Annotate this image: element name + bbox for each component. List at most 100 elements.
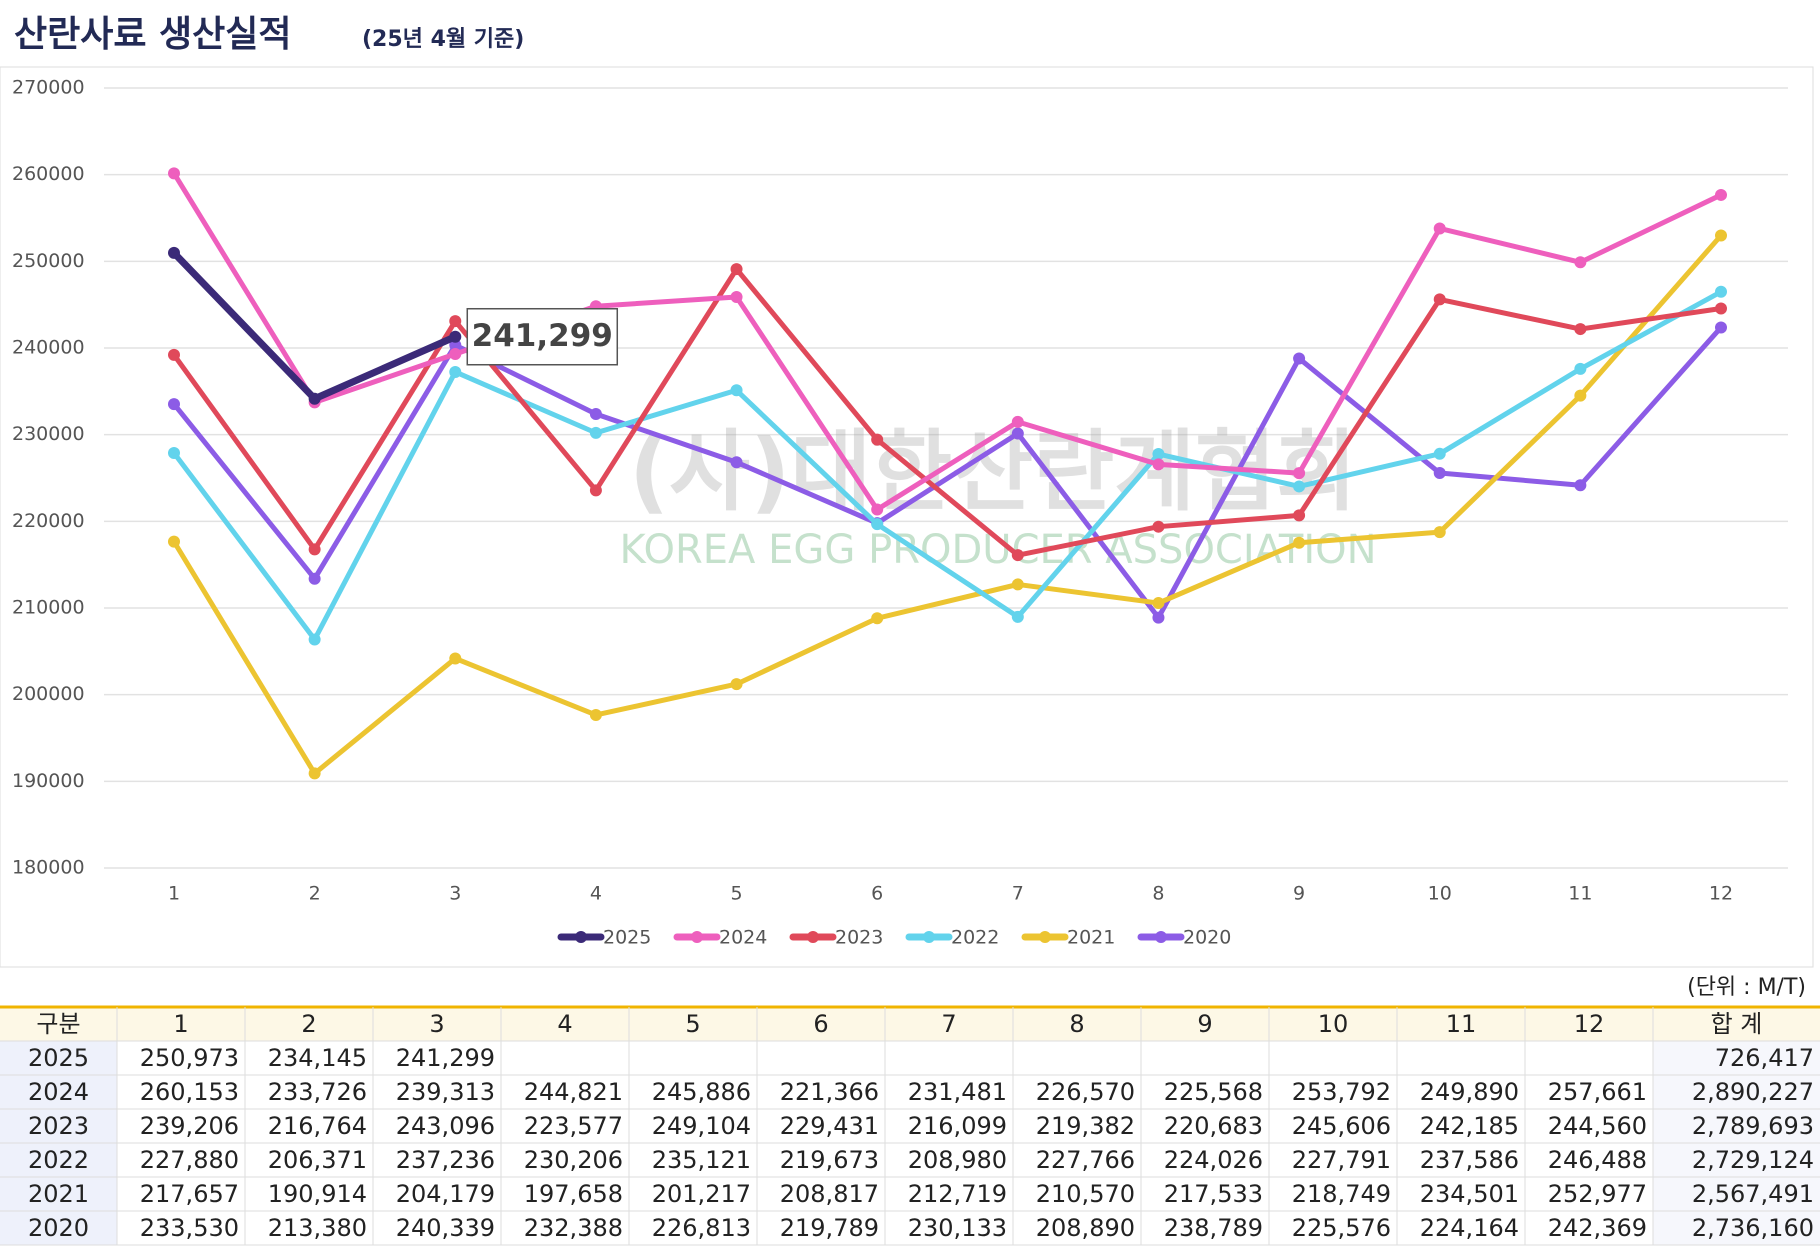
table-cell: 240,339 [396,1214,495,1242]
table-cell: 244,821 [524,1078,623,1106]
series-line [171,172,1723,512]
series-line [171,233,1723,776]
point [168,348,180,361]
header-bg [0,1007,1820,1041]
y-tick-label: 180000 [12,857,85,879]
table-cell: 233,726 [268,1078,367,1106]
legend-dot [1039,931,1051,943]
point [1433,222,1446,235]
table-cell: 2023 [28,1112,89,1140]
point [730,263,743,276]
table-cell: 219,673 [780,1146,879,1174]
table-header: 합 계 [1711,1010,1763,1038]
table-cell: 2022 [28,1146,89,1174]
point [1715,188,1727,201]
table-cell: 233,530 [140,1214,239,1242]
point [589,484,602,497]
table-cell: 213,380 [268,1214,367,1242]
table-cell: 227,791 [1292,1146,1391,1174]
table-cell: 2021 [28,1180,89,1208]
subtitle: (25년 4월 기준) [362,27,524,52]
point [449,365,462,378]
table-cell: 235,121 [652,1146,751,1174]
table-cell: 726,417 [1715,1044,1814,1072]
table-cell: 249,104 [652,1112,751,1140]
table-header: 11 [1446,1010,1477,1038]
annotation: 241,299 [472,318,613,354]
x-tick-label: 7 [1012,883,1024,905]
point [168,167,180,180]
point [730,290,743,303]
point [730,384,743,397]
point [1152,611,1165,624]
point [1433,447,1446,460]
point [449,347,462,360]
x-tick-label: 2 [309,883,321,905]
legend-label: 2025 [603,927,651,949]
table-header: 구분 [36,1010,80,1038]
table-cell: 224,026 [1164,1146,1263,1174]
table-cell: 2,729,124 [1692,1146,1814,1174]
point [1293,352,1306,365]
table-cell: 208,890 [1036,1214,1135,1242]
y-tick-label: 260000 [12,163,85,185]
point [1011,549,1024,562]
table-cell: 217,533 [1164,1180,1263,1208]
point [871,518,884,531]
table-cell: 253,792 [1292,1078,1391,1106]
table-cell: 252,977 [1548,1180,1647,1208]
y-tick-label: 270000 [12,77,85,99]
table-cell: 210,570 [1036,1180,1135,1208]
legend-dot [575,931,587,943]
table-cell: 226,813 [652,1214,751,1242]
table-cell: 2,567,491 [1692,1180,1814,1208]
legend-label: 2023 [835,927,883,949]
point [308,633,321,646]
table-cell: 246,488 [1548,1146,1647,1174]
table-cell: 221,366 [780,1078,879,1106]
table-header: 4 [557,1010,572,1038]
point [1293,536,1306,549]
point [871,612,884,625]
table-header: 6 [813,1010,828,1038]
legend-label: 2024 [719,927,767,949]
table-cell: 226,570 [1036,1078,1135,1106]
point [1715,302,1727,315]
table-cell: 232,388 [524,1214,623,1242]
point [308,767,321,780]
table-cell: 2024 [28,1078,89,1106]
legend-dot [691,931,703,943]
table-cell: 239,313 [396,1078,495,1106]
point [308,543,321,556]
table-header: 9 [1197,1010,1212,1038]
series-line [172,289,1723,642]
table-cell: 201,217 [652,1180,751,1208]
point [1715,285,1727,298]
chart-frame [0,66,1814,968]
point [168,398,180,411]
table-header: 3 [429,1010,444,1038]
table-cell: 208,817 [780,1180,879,1208]
table-cell: 242,369 [1548,1214,1647,1242]
table-cell: 216,764 [268,1112,367,1140]
legend-dot [1155,931,1167,943]
table-cell: 197,658 [524,1180,623,1208]
table-cell: 234,145 [268,1044,367,1072]
table-header: 7 [941,1010,956,1038]
table-cell: 250,973 [140,1044,239,1072]
point [871,503,884,516]
y-tick-label: 250000 [12,250,85,272]
point [1715,321,1727,334]
point [449,339,462,352]
legend-label: 2020 [1183,927,1231,949]
x-tick-label: 8 [1152,883,1164,905]
table-cell: 241,299 [396,1044,495,1072]
legend-label: 2021 [1067,927,1115,949]
table-cell: 260,153 [140,1078,239,1106]
point [871,433,884,446]
table-cell: 204,179 [396,1180,495,1208]
table-cell: 220,683 [1164,1112,1263,1140]
table-header: 8 [1069,1010,1084,1038]
point [589,407,602,420]
point [1152,520,1165,533]
